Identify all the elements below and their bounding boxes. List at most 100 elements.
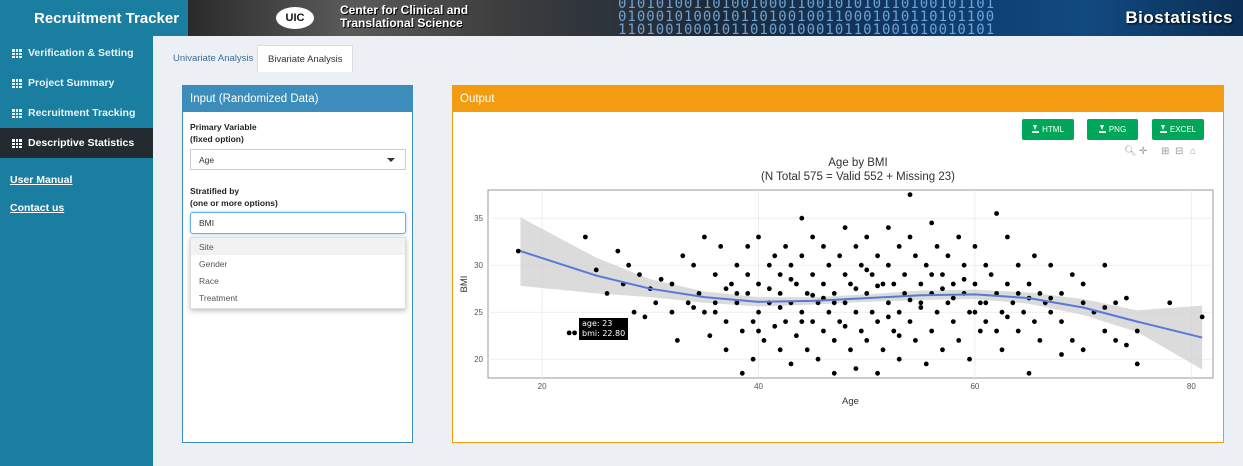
data-point bbox=[637, 272, 642, 277]
data-point bbox=[1124, 295, 1129, 301]
data-point bbox=[766, 286, 772, 292]
download-png-button[interactable]: PNG bbox=[1087, 119, 1138, 140]
y-tick-label: 20 bbox=[474, 355, 483, 364]
data-point bbox=[1069, 338, 1075, 343]
x-axis-label: Age bbox=[842, 396, 859, 407]
option-race[interactable]: Race bbox=[199, 275, 219, 286]
data-point bbox=[642, 314, 648, 320]
data-point bbox=[826, 262, 832, 268]
x-tick-label: 80 bbox=[1187, 382, 1196, 391]
zoom-out-icon[interactable]: ⊟ bbox=[1175, 146, 1184, 157]
data-point bbox=[712, 309, 718, 315]
data-point bbox=[913, 253, 918, 259]
data-point bbox=[821, 328, 826, 334]
data-point bbox=[1005, 281, 1010, 287]
data-point bbox=[880, 347, 886, 353]
data-point bbox=[1134, 328, 1140, 334]
data-point bbox=[702, 309, 707, 315]
data-point bbox=[745, 244, 751, 249]
sidebar: Verification & Setting Project Summary R… bbox=[0, 36, 153, 466]
data-point bbox=[988, 272, 994, 277]
data-point bbox=[864, 234, 870, 240]
data-point bbox=[896, 356, 902, 362]
data-point bbox=[793, 281, 799, 287]
download-html-button[interactable]: HTML bbox=[1022, 119, 1074, 140]
data-point bbox=[685, 300, 691, 306]
data-point bbox=[1059, 291, 1064, 296]
data-point bbox=[810, 319, 816, 324]
data-point bbox=[669, 309, 675, 315]
data-point bbox=[869, 272, 875, 277]
data-point bbox=[853, 366, 859, 371]
data-point bbox=[783, 319, 788, 324]
data-point bbox=[669, 281, 675, 287]
sidebar-item-project-summary[interactable]: Project Summary bbox=[0, 68, 153, 98]
data-point bbox=[810, 272, 816, 277]
data-point bbox=[999, 347, 1005, 353]
stratified-by-input[interactable]: BMI bbox=[190, 212, 406, 234]
data-point bbox=[972, 244, 978, 249]
data-point bbox=[961, 262, 967, 268]
x-tick-label: 40 bbox=[754, 382, 763, 391]
data-point bbox=[994, 211, 999, 216]
home-icon[interactable]: ⌂ bbox=[1190, 146, 1197, 157]
data-point bbox=[945, 253, 951, 259]
zoom-in-icon[interactable]: ⊞ bbox=[1161, 146, 1170, 157]
data-point bbox=[593, 267, 599, 273]
table-icon bbox=[12, 48, 22, 58]
pan-icon[interactable]: ✛ bbox=[1139, 146, 1148, 157]
data-point bbox=[945, 300, 951, 306]
data-point bbox=[712, 300, 718, 306]
tab-univariate[interactable]: Univariate Analysis bbox=[173, 53, 254, 64]
chart-subtitle: (N Total 575 = Valid 552 + Missing 23) bbox=[761, 171, 955, 183]
y-tick-label: 35 bbox=[474, 214, 483, 223]
data-point bbox=[972, 309, 978, 315]
data-point bbox=[848, 281, 853, 287]
data-point bbox=[1199, 314, 1205, 320]
data-point bbox=[1032, 253, 1037, 259]
data-point bbox=[691, 305, 696, 310]
sidebar-item-verification[interactable]: Verification & Setting bbox=[0, 38, 153, 68]
data-point bbox=[766, 262, 772, 268]
data-point bbox=[793, 333, 799, 339]
data-point bbox=[604, 291, 610, 296]
download-excel-button[interactable]: EXCEL bbox=[1152, 119, 1204, 140]
data-point bbox=[842, 300, 848, 306]
contact-us-link[interactable]: Contact us bbox=[10, 202, 65, 214]
banner-title: Biostatistics bbox=[1125, 8, 1233, 27]
data-point bbox=[864, 267, 870, 273]
data-point bbox=[1113, 300, 1119, 306]
data-point bbox=[1134, 361, 1140, 367]
data-point bbox=[1026, 281, 1032, 287]
data-point bbox=[864, 338, 870, 343]
chart-title: Age by BMI bbox=[828, 157, 888, 169]
sidebar-item-recruitment-tracking[interactable]: Recruitment Tracking bbox=[0, 98, 153, 128]
data-point bbox=[864, 291, 870, 296]
option-gender[interactable]: Gender bbox=[199, 258, 228, 269]
user-manual-link[interactable]: User Manual bbox=[10, 174, 73, 186]
option-site[interactable]: Site bbox=[191, 238, 405, 255]
zoom-icon[interactable]: 🔍︎ bbox=[1124, 146, 1137, 157]
data-point bbox=[680, 253, 686, 259]
sidebar-item-label: Descriptive Statistics bbox=[28, 137, 135, 149]
data-point bbox=[880, 281, 886, 287]
uic-logo: UIC bbox=[276, 7, 314, 29]
data-point bbox=[821, 244, 826, 249]
data-point bbox=[891, 281, 897, 287]
tab-bivariate[interactable]: Bivariate Analysis bbox=[257, 45, 354, 72]
data-point bbox=[940, 272, 945, 277]
data-point bbox=[788, 276, 794, 282]
data-point bbox=[929, 328, 935, 334]
sidebar-item-descriptive-statistics[interactable]: Descriptive Statistics bbox=[0, 128, 153, 158]
data-point bbox=[918, 281, 924, 287]
option-treatment[interactable]: Treatment bbox=[199, 292, 238, 303]
data-point bbox=[756, 234, 761, 240]
data-point bbox=[913, 338, 918, 343]
data-point bbox=[1010, 300, 1016, 306]
primary-variable-select[interactable]: Age bbox=[190, 149, 406, 170]
data-point bbox=[902, 272, 908, 277]
data-point bbox=[934, 309, 940, 315]
data-point bbox=[1015, 262, 1021, 268]
data-point bbox=[566, 330, 572, 336]
data-point bbox=[631, 309, 637, 315]
